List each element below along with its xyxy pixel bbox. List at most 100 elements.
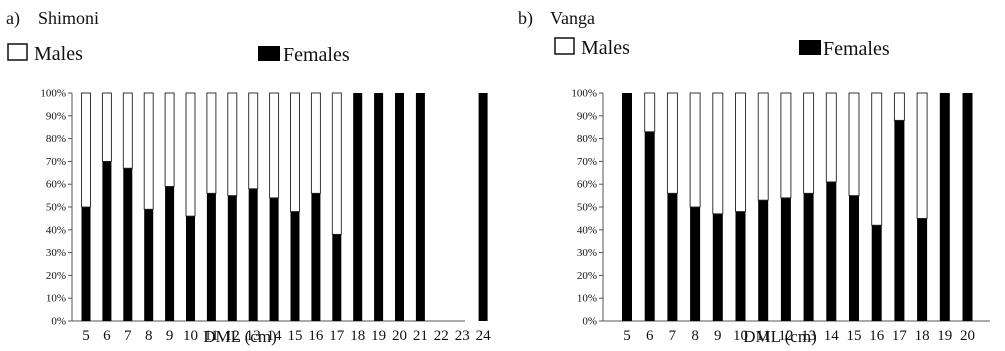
x-tick-label: 18 xyxy=(350,328,365,344)
bar-females-20 xyxy=(395,93,404,321)
panel-b-legend-females-label: Females xyxy=(823,38,890,60)
y-tick-label: 30% xyxy=(46,247,66,259)
bar-females-6 xyxy=(102,161,112,321)
x-tick-label: 12 xyxy=(225,328,240,344)
x-tick-label: 7 xyxy=(124,328,132,344)
bar-males-7 xyxy=(666,92,678,194)
y-tick-label: 50% xyxy=(577,202,597,214)
bar-females-12 xyxy=(780,197,791,321)
bar-females-20 xyxy=(962,93,973,321)
panel-a-label: a) xyxy=(6,8,20,29)
bar-males-14 xyxy=(825,92,837,183)
x-tick-label: 17 xyxy=(329,328,345,344)
x-tick-label: 11 xyxy=(204,328,218,344)
panel-b-legend-females-swatch xyxy=(799,40,821,55)
bar-females-24 xyxy=(478,93,488,321)
bar-females-6 xyxy=(644,131,655,321)
y-tick-label: 100% xyxy=(40,88,66,100)
x-tick-label: 11 xyxy=(756,328,770,344)
bar-females-11 xyxy=(206,193,216,321)
bar-males-17 xyxy=(893,92,905,121)
bar-males-11 xyxy=(757,92,769,201)
bar-females-14 xyxy=(269,197,279,321)
panel-b-legend-males-swatch xyxy=(554,37,575,55)
bar-males-8 xyxy=(689,92,701,208)
panel-b-title: Vanga xyxy=(550,8,595,28)
bar-males-13 xyxy=(248,92,259,190)
bar-males-6 xyxy=(101,92,112,162)
x-tick-label: 6 xyxy=(103,328,111,344)
y-tick-label: 60% xyxy=(577,179,597,191)
bar-females-8 xyxy=(690,207,701,321)
bar-males-10 xyxy=(735,92,746,213)
bar-females-19 xyxy=(374,93,384,321)
x-tick-label: 5 xyxy=(82,328,90,344)
panel-b-xlabel: DML (cm) xyxy=(743,327,817,346)
x-tick-label: 16 xyxy=(869,328,885,344)
bar-males-7 xyxy=(122,92,133,169)
bar-females-11 xyxy=(758,200,769,321)
x-tick-label: 16 xyxy=(308,328,324,344)
bar-females-18 xyxy=(353,93,363,321)
bar-males-12 xyxy=(227,92,238,197)
x-tick-label: 5 xyxy=(623,328,631,344)
bar-males-17 xyxy=(331,92,342,235)
x-tick-label: 15 xyxy=(288,328,303,344)
x-tick-label: 12 xyxy=(778,328,793,344)
y-tick-label: 40% xyxy=(46,224,66,236)
x-tick-label: 20 xyxy=(960,328,975,344)
bar-females-16 xyxy=(871,225,882,321)
x-tick-label: 13 xyxy=(801,328,816,344)
x-tick-label: 14 xyxy=(824,328,840,344)
bar-females-10 xyxy=(735,211,746,321)
y-tick-label: 0% xyxy=(51,316,66,328)
panel-a-legend-females-label: Females xyxy=(283,44,350,66)
bar-females-14 xyxy=(826,181,837,321)
y-tick-label: 40% xyxy=(577,224,597,236)
bar-females-15 xyxy=(849,195,859,321)
x-tick-label: 23 xyxy=(455,328,470,344)
bar-males-14 xyxy=(269,92,280,199)
y-tick-label: 60% xyxy=(46,179,66,191)
bar-males-6 xyxy=(644,92,656,133)
y-tick-label: 80% xyxy=(577,133,597,145)
bar-females-9 xyxy=(165,186,175,321)
bar-females-18 xyxy=(917,218,928,321)
bar-males-12 xyxy=(780,92,792,199)
bar-males-13 xyxy=(803,92,815,194)
y-tick-label: 100% xyxy=(571,88,597,100)
y-tick-label: 90% xyxy=(577,110,597,122)
bar-males-15 xyxy=(290,92,300,213)
x-tick-label: 7 xyxy=(669,328,677,344)
bar-females-15 xyxy=(290,211,300,321)
x-tick-label: 10 xyxy=(183,328,198,344)
bar-females-5 xyxy=(622,93,632,321)
x-tick-label: 17 xyxy=(892,328,908,344)
x-tick-label: 21 xyxy=(413,328,428,344)
panel-a-legend-males-swatch xyxy=(7,43,28,61)
x-tick-label: 9 xyxy=(166,328,174,344)
x-tick-label: 14 xyxy=(267,328,283,344)
bar-females-17 xyxy=(332,234,342,321)
bar-females-5 xyxy=(81,207,91,321)
x-tick-label: 9 xyxy=(714,328,722,344)
y-tick-label: 30% xyxy=(577,247,597,259)
x-tick-label: 6 xyxy=(646,328,654,344)
panel-a-title: Shimoni xyxy=(38,8,99,28)
bar-females-9 xyxy=(712,213,723,321)
y-tick-label: 10% xyxy=(46,293,66,305)
x-tick-label: 8 xyxy=(145,328,153,344)
bar-females-21 xyxy=(415,93,425,321)
bar-males-18 xyxy=(916,92,928,219)
bar-females-7 xyxy=(123,168,133,321)
bar-males-10 xyxy=(185,92,196,217)
bar-females-17 xyxy=(894,120,905,321)
panel-a-xlabel: DML (cm) xyxy=(203,327,277,346)
bar-males-16 xyxy=(310,92,321,194)
bar-males-16 xyxy=(871,92,883,226)
bar-females-7 xyxy=(667,193,678,321)
bar-males-9 xyxy=(164,92,175,187)
bar-females-19 xyxy=(939,93,950,321)
panel-a-legend-males-label: Males xyxy=(34,43,83,65)
